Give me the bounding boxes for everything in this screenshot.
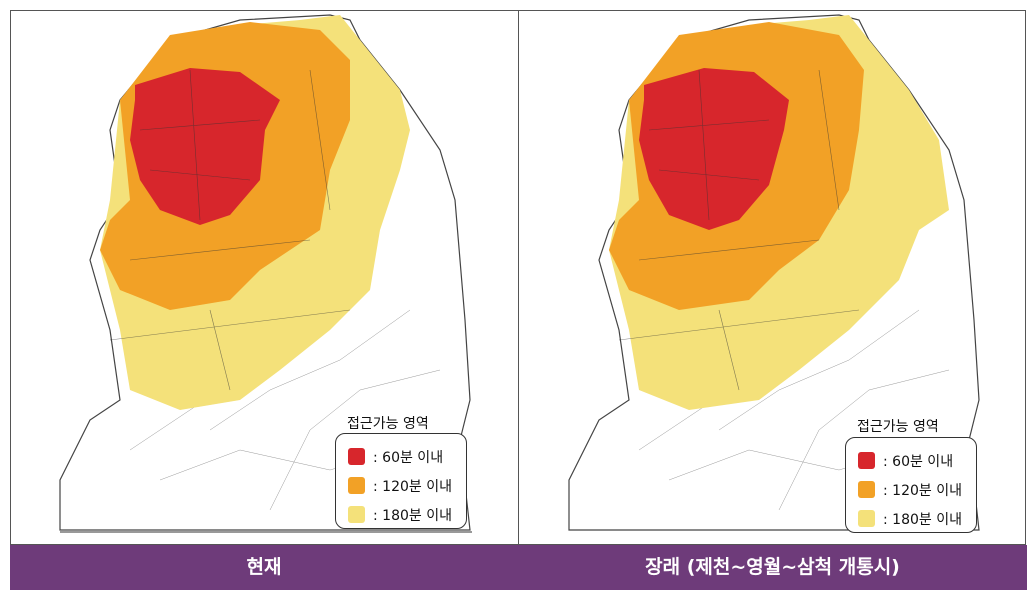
legend-label: : 180분 이내 xyxy=(373,507,452,524)
legend: : 60분 이내 : 120분 이내 : 180분 이내 xyxy=(845,437,977,533)
map-panel-future: 접근가능 영역 : 60분 이내 : 120분 이내 : 180분 이내 xyxy=(519,10,1027,545)
panel-divider xyxy=(518,10,519,545)
legend-title: 접근가능 영역 xyxy=(857,419,939,435)
legend-item-120min: : 120분 이내 xyxy=(348,471,466,500)
swatch-orange xyxy=(348,477,365,494)
legend-title: 접근가능 영역 xyxy=(347,416,429,432)
legend-item-180min: : 180분 이내 xyxy=(858,504,976,533)
road-network xyxy=(129,309,441,511)
legend-label: : 60분 이내 xyxy=(373,449,444,466)
swatch-orange xyxy=(858,481,875,498)
swatch-yellow xyxy=(348,506,365,523)
legend-item-180min: : 180분 이내 xyxy=(348,500,466,529)
accessibility-map-current xyxy=(59,14,472,533)
legend-label: : 60분 이내 xyxy=(883,453,954,470)
legend-item-60min: : 60분 이내 xyxy=(348,442,466,471)
accessibility-map-future xyxy=(568,14,980,531)
area-60min xyxy=(130,68,280,225)
legend-item-120min: : 120분 이내 xyxy=(858,475,976,504)
caption-future: 장래 (제천~영월~삼척 개통시) xyxy=(645,556,900,578)
legend: : 60분 이내 : 120분 이내 : 180분 이내 xyxy=(335,433,467,529)
legend-label: : 120분 이내 xyxy=(373,478,452,495)
swatch-red xyxy=(348,448,365,465)
legend-label: : 120분 이내 xyxy=(883,482,962,499)
legend-item-60min: : 60분 이내 xyxy=(858,446,976,475)
legend-label: : 180분 이내 xyxy=(883,511,962,528)
area-60min xyxy=(639,68,789,230)
swatch-yellow xyxy=(858,510,875,527)
map-panel-current: 접근가능 영역 : 60분 이내 : 120분 이내 : 180분 이내 xyxy=(10,10,518,545)
swatch-red xyxy=(858,452,875,469)
caption-bar: 현재 장래 (제천~영월~삼척 개통시) xyxy=(10,545,1027,590)
caption-current: 현재 xyxy=(246,556,282,578)
road-network xyxy=(638,309,950,511)
